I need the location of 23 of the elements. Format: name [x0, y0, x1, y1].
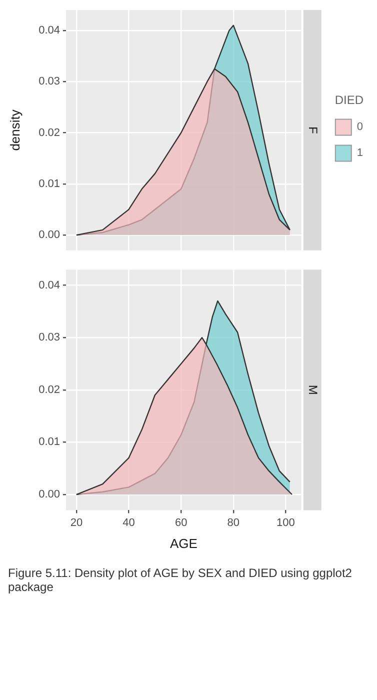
- y-tick-label: 0.01: [38, 178, 60, 190]
- y-tick-label: 0.03: [38, 76, 60, 88]
- y-axis-title: density: [7, 109, 22, 151]
- y-tick-label: 0.02: [38, 126, 60, 139]
- y-tick-label: 0.00: [38, 488, 60, 501]
- y-tick-label: 0.02: [38, 384, 60, 396]
- text: F: [306, 126, 320, 134]
- x-tick-label: 60: [174, 516, 188, 529]
- legend-label: 0: [356, 121, 364, 134]
- text: M: [306, 384, 320, 395]
- caption: Figure 5.11: Density plot of AGE by SEX and DIED using ggplot2 package: [7, 565, 353, 596]
- y-tick-label: 0.04: [38, 279, 60, 292]
- x-tick-label: 100: [276, 516, 295, 529]
- x-tick-label: 20: [70, 516, 83, 529]
- y-tick-label: 0.00: [38, 229, 60, 242]
- legend-title: DIED: [334, 93, 364, 108]
- x-axis-title: AGE: [170, 536, 198, 551]
- y-tick-label: 0.04: [38, 24, 60, 36]
- y-tick-label: 0.03: [38, 332, 60, 344]
- legend-label: 1: [356, 147, 364, 160]
- x-tick-label: 40: [122, 516, 135, 529]
- y-tick-label: 0.01: [38, 436, 60, 448]
- x-tick-label: 80: [227, 516, 240, 529]
